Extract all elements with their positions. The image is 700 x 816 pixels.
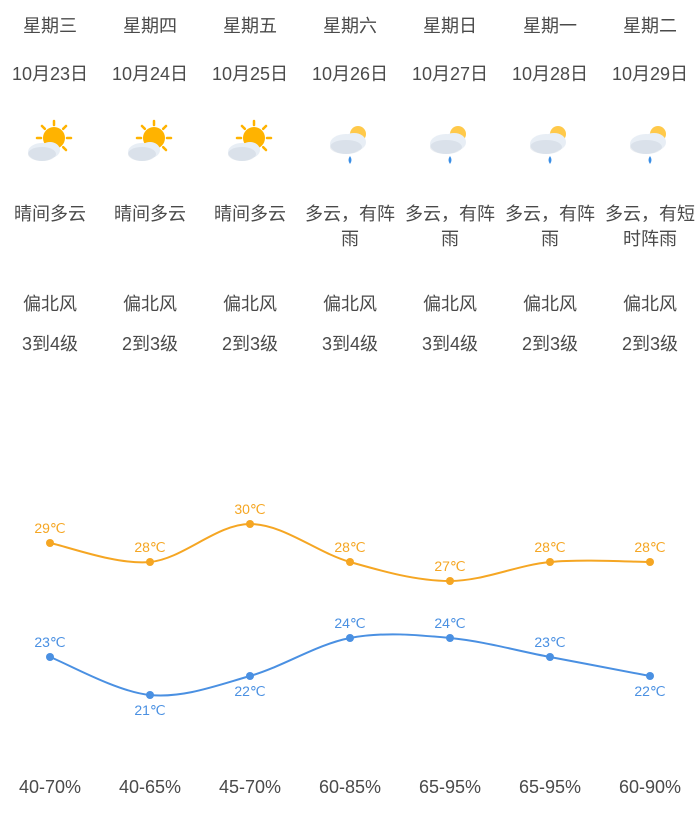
humidity-label: 45-70% [200, 777, 300, 798]
humidity-label: 40-65% [100, 777, 200, 798]
wind-direction-label: 偏北风 [523, 290, 577, 316]
svg-text:24℃: 24℃ [334, 615, 365, 631]
day-column: 星期三 10月23日 晴间多云 偏北风 3到4级 [0, 12, 100, 356]
wind-direction-label: 偏北风 [223, 290, 277, 316]
date-label: 10月25日 [212, 60, 288, 86]
day-column: 星期一 10月28日 多云，有阵雨 偏北风 2到3级 [500, 12, 600, 356]
wind-direction-label: 偏北风 [123, 290, 177, 316]
svg-text:28℃: 28℃ [634, 539, 665, 555]
svg-text:24℃: 24℃ [434, 615, 465, 631]
humidity-row: 40-70%40-65%45-70%60-85%65-95%65-95%60-9… [0, 777, 700, 798]
svg-text:22℃: 22℃ [634, 683, 665, 699]
cloud-rain-icon [522, 116, 578, 172]
weekday-label: 星期二 [623, 12, 677, 38]
svg-text:23℃: 23℃ [34, 634, 65, 650]
day-column: 星期二 10月29日 多云，有短时阵雨 偏北风 2到3级 [600, 12, 700, 356]
humidity-label: 65-95% [500, 777, 600, 798]
weekday-label: 星期六 [323, 12, 377, 38]
svg-text:29℃: 29℃ [34, 520, 65, 536]
wind-level-label: 2到3级 [222, 330, 278, 356]
weekday-label: 星期一 [523, 12, 577, 38]
humidity-label: 40-70% [0, 777, 100, 798]
weekday-label: 星期四 [123, 12, 177, 38]
wind-direction-label: 偏北风 [23, 290, 77, 316]
wind-level-label: 3到4级 [22, 330, 78, 356]
svg-text:28℃: 28℃ [134, 539, 165, 555]
svg-text:28℃: 28℃ [334, 539, 365, 555]
condition-label: 多云，有阵雨 [400, 202, 500, 280]
weekday-label: 星期五 [223, 12, 277, 38]
temperature-chart: 29℃ 28℃ 30℃ 28℃ 27℃ 28℃ 28℃ 23℃ 21℃ 22℃ 24℃ 24℃ 23℃ 2… [0, 450, 700, 750]
condition-label: 晴间多云 [210, 202, 290, 280]
wind-level-label: 2到3级 [122, 330, 178, 356]
svg-text:22℃: 22℃ [234, 683, 265, 699]
weekday-label: 星期日 [423, 12, 477, 38]
wind-direction-label: 偏北风 [423, 290, 477, 316]
partly-sunny-icon [122, 116, 178, 172]
svg-text:21℃: 21℃ [134, 702, 165, 718]
cloud-rain-icon [622, 116, 678, 172]
svg-text:28℃: 28℃ [534, 539, 565, 555]
svg-text:27℃: 27℃ [434, 558, 465, 574]
condition-label: 多云，有阵雨 [500, 202, 600, 280]
date-label: 10月27日 [412, 60, 488, 86]
wind-level-label: 3到4级 [422, 330, 478, 356]
wind-direction-label: 偏北风 [323, 290, 377, 316]
day-column: 星期四 10月24日 晴间多云 偏北风 2到3级 [100, 12, 200, 356]
date-label: 10月24日 [112, 60, 188, 86]
date-label: 10月23日 [12, 60, 88, 86]
weekday-label: 星期三 [23, 12, 77, 38]
cloud-rain-icon [322, 116, 378, 172]
humidity-label: 65-95% [400, 777, 500, 798]
day-column: 星期五 10月25日 晴间多云 偏北风 2到3级 [200, 12, 300, 356]
date-label: 10月28日 [512, 60, 588, 86]
humidity-label: 60-90% [600, 777, 700, 798]
day-column: 星期日 10月27日 多云，有阵雨 偏北风 3到4级 [400, 12, 500, 356]
partly-sunny-icon [222, 116, 278, 172]
forecast-grid: 星期三 10月23日 晴间多云 偏北风 3到4级 星期四 10月24日 [0, 0, 700, 356]
condition-label: 晴间多云 [110, 202, 190, 280]
svg-text:23℃: 23℃ [534, 634, 565, 650]
date-label: 10月29日 [612, 60, 688, 86]
partly-sunny-icon [22, 116, 78, 172]
wind-direction-label: 偏北风 [623, 290, 677, 316]
condition-label: 多云，有短时阵雨 [600, 202, 700, 280]
condition-label: 多云，有阵雨 [300, 202, 400, 280]
condition-label: 晴间多云 [10, 202, 90, 280]
wind-level-label: 3到4级 [322, 330, 378, 356]
day-column: 星期六 10月26日 多云，有阵雨 偏北风 3到4级 [300, 12, 400, 356]
cloud-rain-icon [422, 116, 478, 172]
wind-level-label: 2到3级 [522, 330, 578, 356]
svg-text:30℃: 30℃ [234, 501, 265, 517]
wind-level-label: 2到3级 [622, 330, 678, 356]
humidity-label: 60-85% [300, 777, 400, 798]
date-label: 10月26日 [312, 60, 388, 86]
